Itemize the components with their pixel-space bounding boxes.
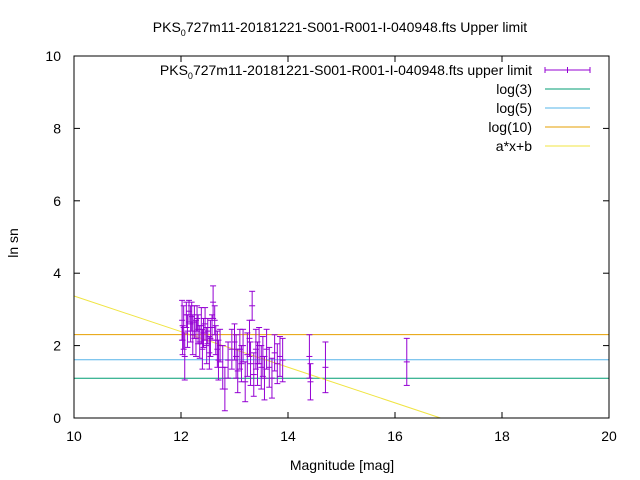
y-tick-label: 6	[53, 193, 61, 209]
data-point	[276, 336, 283, 377]
x-tick-label: 14	[280, 428, 296, 444]
data-point	[228, 328, 235, 370]
chart-title-subscript: 0	[181, 28, 186, 38]
chart-title-prefix: PKS	[153, 19, 181, 35]
legend-label-points-prefix: PKS	[160, 62, 188, 78]
data-point	[211, 305, 218, 336]
data-point	[247, 341, 254, 386]
data-point	[199, 328, 206, 370]
axes: 10 12 14 16 18 20 0 2 4 6 8 10	[45, 48, 617, 444]
data-point	[250, 352, 257, 397]
legend-label-log10: log(10)	[488, 119, 532, 135]
data-point	[271, 334, 278, 372]
data-point	[221, 366, 228, 412]
legend-label-points-rest: 727m11-20181221-S001-R001-I-040948.fts u…	[193, 62, 532, 78]
data-point	[266, 346, 273, 388]
chart-title: PKS0727m11-20181221-S001-R001-I-040948.f…	[153, 19, 528, 38]
x-tick-label: 10	[66, 428, 82, 444]
data-point	[194, 305, 201, 332]
x-tick-label: 18	[494, 428, 510, 444]
y-tick-label: 4	[53, 265, 61, 281]
data-point	[274, 343, 281, 385]
data-point	[214, 330, 221, 368]
y-tick-label: 8	[53, 120, 61, 136]
data-point	[249, 290, 256, 321]
legend-label-log3: log(3)	[496, 81, 532, 97]
data-point	[403, 337, 410, 386]
legend-label-log5: log(5)	[496, 100, 532, 116]
x-tick-label: 16	[387, 428, 403, 444]
data-point	[322, 341, 329, 394]
legend-label-fit: a*x+b	[496, 138, 532, 154]
data-point	[306, 334, 313, 379]
data-point	[307, 363, 314, 401]
x-tick-label: 12	[173, 428, 189, 444]
y-tick-label: 2	[53, 338, 61, 354]
data-point	[279, 337, 286, 383]
x-tick-label: 20	[601, 428, 617, 444]
legend: PKS0727m11-20181221-S001-R001-I-040948.f…	[160, 62, 591, 154]
data-point	[188, 301, 195, 332]
data-point	[225, 341, 232, 379]
y-axis-label: ln sn	[5, 228, 21, 258]
data-point	[268, 357, 275, 399]
x-axis-label: Magnitude [mag]	[290, 457, 394, 473]
data-point	[181, 332, 188, 381]
legend-label-points-subscript: 0	[188, 71, 193, 81]
y-tick-label: 10	[45, 48, 61, 64]
chart-title-rest: 727m11-20181221-S001-R001-I-040948.fts U…	[186, 19, 527, 35]
legend-sample-points	[544, 67, 591, 73]
y-tick-label: 0	[53, 410, 61, 426]
data-point	[263, 328, 270, 370]
data-point	[206, 336, 213, 370]
plot-area	[73, 285, 609, 419]
data-point	[203, 327, 210, 365]
plot-frame	[73, 55, 610, 419]
legend-label-points: PKS0727m11-20181221-S001-R001-I-040948.f…	[160, 62, 532, 81]
